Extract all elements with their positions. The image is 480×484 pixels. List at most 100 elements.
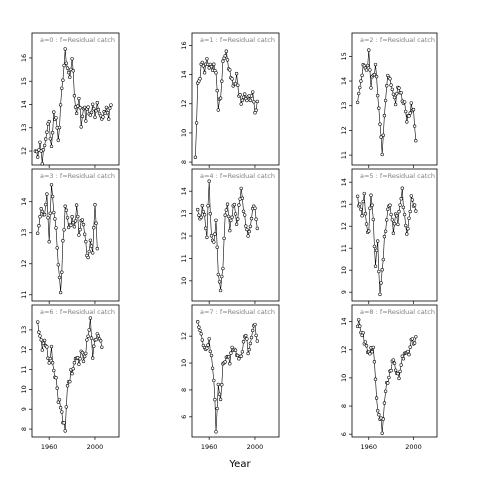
data-point [68,75,72,79]
data-point [44,202,48,207]
x-tick-label: 2000 [405,443,422,451]
series-line [195,51,258,158]
y-tick-label: 6 [340,432,348,436]
data-point [383,98,388,103]
data-point [65,66,70,70]
data-point [92,226,96,230]
data-point [382,401,387,405]
data-point [220,79,224,83]
data-point [409,101,413,105]
data-point [243,92,247,96]
data-point [382,234,387,239]
data-point [244,224,248,228]
panel-strip-label: a=6 : f=Residual catch [40,308,115,316]
data-point [378,122,382,126]
x-tick-label: 1960 [41,443,58,451]
data-point [52,110,56,114]
data-point [220,383,224,387]
y-tick-label: 13 [20,229,28,237]
data-point [228,362,232,366]
data-point [221,266,225,271]
data-point [376,239,380,243]
data-point [60,270,64,274]
data-point [396,371,400,376]
data-point [99,339,103,343]
data-point [215,406,219,411]
data-point [47,119,51,124]
y-tick-label: 14 [20,198,28,206]
data-point [392,222,397,226]
data-point [255,339,259,343]
data-point [93,115,97,119]
data-point [388,203,392,207]
data-point [400,186,404,190]
data-point [411,107,416,112]
data-point [373,62,378,67]
data-point [220,274,224,279]
data-point [84,119,88,123]
series-line [357,319,417,434]
data-point [64,208,68,212]
data-point [70,57,74,61]
data-point [214,430,218,434]
data-point [62,63,66,68]
data-point [358,324,362,328]
panel-frame [351,304,438,438]
data-point [37,330,41,334]
data-point [245,337,249,341]
data-point [249,335,254,340]
data-point [56,263,60,267]
data-point [80,351,85,355]
data-point [200,203,204,208]
data-point [84,351,88,356]
data-point [70,215,74,219]
data-point [368,352,372,356]
data-point [58,103,63,107]
data-point [198,328,202,333]
data-point [251,328,255,333]
data-point [374,74,379,79]
series-line [37,317,103,431]
data-point [72,361,77,365]
data-point [196,320,200,324]
data-point [57,275,62,280]
data-point [42,338,47,343]
data-point [380,431,384,435]
data-point [364,344,369,348]
data-point [45,345,49,349]
data-point [222,236,226,241]
data-point [409,194,413,198]
data-point [206,204,210,208]
data-point [376,409,380,413]
data-point [244,333,248,338]
data-point [367,229,371,233]
data-point [414,209,418,213]
data-point [38,215,42,219]
data-point [389,83,393,87]
data-point [208,349,212,354]
data-point [402,212,407,217]
data-point [389,368,393,373]
data-point [61,78,65,82]
data-point [37,224,41,228]
data-point [92,107,96,111]
data-point [199,215,203,220]
data-point [371,217,375,222]
data-point [65,216,70,220]
data-point [210,366,215,370]
data-point [381,133,385,137]
panel-frame [31,304,120,438]
data-point [408,345,412,349]
data-point [407,216,411,220]
data-point [224,208,228,212]
data-point [237,203,241,207]
data-point [374,248,379,253]
data-point [380,268,384,272]
data-point [379,135,383,139]
data-point [96,107,101,112]
data-point [60,86,64,90]
data-point [34,149,39,154]
data-point [232,202,237,207]
data-point [71,220,75,225]
